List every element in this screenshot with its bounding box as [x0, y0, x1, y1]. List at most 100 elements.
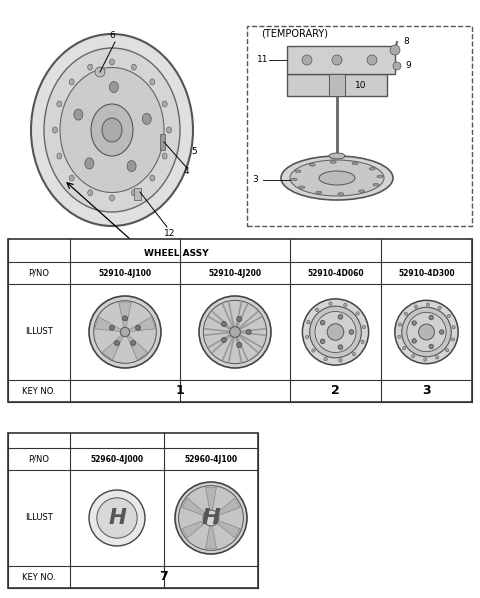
Circle shape: [338, 345, 343, 349]
Circle shape: [438, 306, 441, 309]
Circle shape: [310, 306, 361, 358]
Text: 8: 8: [403, 38, 409, 47]
Circle shape: [332, 55, 342, 65]
Ellipse shape: [142, 114, 151, 124]
Bar: [134, 188, 141, 200]
Circle shape: [131, 340, 135, 346]
Circle shape: [307, 321, 310, 324]
Circle shape: [94, 301, 156, 364]
Ellipse shape: [150, 79, 155, 85]
Circle shape: [315, 309, 319, 312]
Circle shape: [312, 349, 315, 352]
Circle shape: [95, 67, 105, 77]
Circle shape: [122, 316, 128, 321]
Circle shape: [445, 349, 449, 352]
Text: KEY NO.: KEY NO.: [22, 386, 56, 395]
Ellipse shape: [162, 101, 167, 107]
Circle shape: [393, 62, 401, 70]
Circle shape: [120, 327, 130, 337]
Circle shape: [362, 325, 366, 329]
Ellipse shape: [330, 161, 336, 163]
Circle shape: [412, 321, 417, 325]
Circle shape: [436, 356, 439, 359]
Circle shape: [414, 305, 418, 308]
Ellipse shape: [338, 193, 344, 195]
Circle shape: [429, 315, 433, 320]
Text: 52960-4J100: 52960-4J100: [184, 454, 238, 463]
Ellipse shape: [91, 104, 133, 156]
Circle shape: [356, 312, 359, 315]
Ellipse shape: [369, 167, 375, 170]
Polygon shape: [182, 498, 205, 515]
Circle shape: [327, 324, 344, 340]
Circle shape: [426, 303, 430, 306]
Ellipse shape: [299, 186, 305, 188]
Text: 1: 1: [176, 385, 184, 398]
Ellipse shape: [150, 175, 155, 181]
Ellipse shape: [132, 190, 136, 196]
Text: 52910-4D060: 52910-4D060: [307, 269, 364, 277]
Circle shape: [419, 324, 434, 340]
Text: 52910-4D300: 52910-4D300: [398, 269, 455, 277]
Text: ILLUST: ILLUST: [25, 514, 53, 523]
Text: P/NO: P/NO: [28, 454, 49, 463]
Bar: [8, 433, 258, 588]
Ellipse shape: [316, 191, 322, 194]
Text: 3: 3: [252, 175, 258, 185]
Circle shape: [423, 358, 427, 361]
Ellipse shape: [109, 59, 115, 65]
Circle shape: [361, 340, 364, 343]
Text: H: H: [202, 508, 220, 528]
Polygon shape: [216, 520, 240, 538]
Ellipse shape: [85, 158, 94, 169]
Circle shape: [339, 359, 342, 362]
Circle shape: [429, 344, 433, 349]
Circle shape: [338, 315, 343, 319]
Ellipse shape: [281, 156, 393, 200]
Polygon shape: [216, 498, 240, 515]
Circle shape: [246, 329, 251, 334]
Circle shape: [367, 55, 377, 65]
Bar: [8, 239, 472, 402]
Circle shape: [175, 482, 247, 554]
Polygon shape: [127, 335, 148, 360]
Polygon shape: [119, 302, 132, 328]
Text: 9: 9: [405, 62, 411, 71]
Circle shape: [395, 300, 458, 364]
Circle shape: [305, 335, 309, 338]
Circle shape: [398, 335, 401, 338]
Text: 4: 4: [184, 167, 190, 176]
Ellipse shape: [109, 195, 115, 201]
Ellipse shape: [352, 162, 358, 165]
Circle shape: [135, 325, 141, 330]
Circle shape: [390, 45, 400, 55]
Ellipse shape: [377, 175, 383, 178]
Circle shape: [315, 312, 356, 353]
Circle shape: [440, 329, 444, 334]
Circle shape: [302, 55, 312, 65]
Ellipse shape: [329, 153, 345, 159]
Circle shape: [229, 327, 240, 337]
Circle shape: [329, 302, 332, 306]
Text: (TEMPORARY): (TEMPORARY): [261, 29, 328, 39]
Polygon shape: [205, 525, 216, 548]
Circle shape: [237, 343, 242, 347]
Circle shape: [221, 337, 227, 343]
Text: P/NO: P/NO: [28, 269, 49, 277]
Circle shape: [109, 325, 115, 330]
Ellipse shape: [57, 101, 62, 107]
Circle shape: [412, 355, 415, 358]
Circle shape: [403, 346, 406, 350]
Circle shape: [89, 490, 145, 546]
Polygon shape: [205, 487, 216, 511]
Bar: [160, 134, 165, 150]
Ellipse shape: [57, 153, 62, 159]
Ellipse shape: [52, 127, 58, 133]
Circle shape: [89, 296, 161, 368]
Ellipse shape: [373, 184, 379, 186]
Ellipse shape: [309, 164, 315, 166]
Circle shape: [204, 300, 267, 364]
Circle shape: [114, 340, 120, 346]
Ellipse shape: [88, 190, 93, 196]
Bar: [329, 74, 345, 96]
